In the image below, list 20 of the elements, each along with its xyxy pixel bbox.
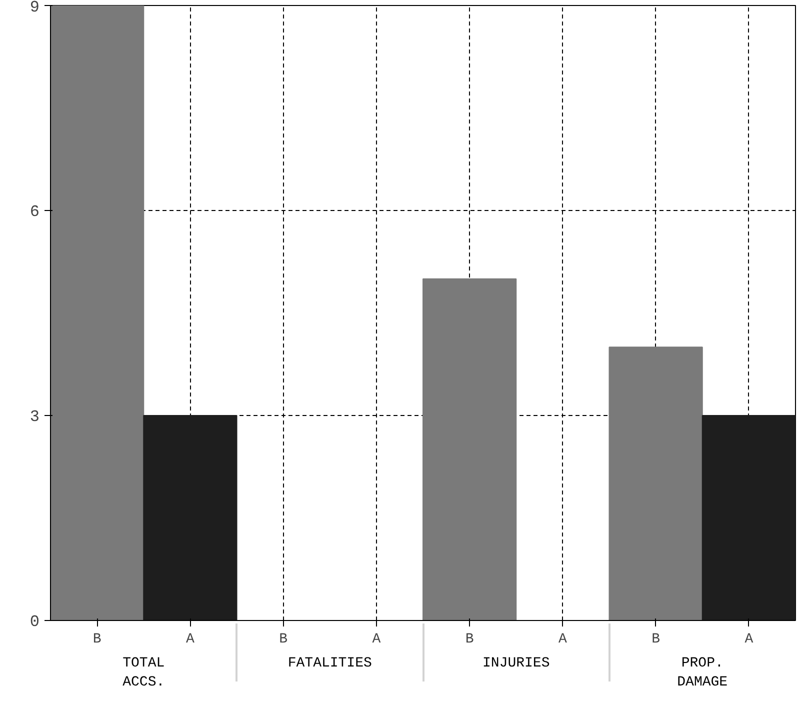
- bar: [608, 346, 703, 620]
- series-label: A: [186, 632, 195, 648]
- text: B: [279, 632, 288, 648]
- y-tick-label: 0: [30, 613, 40, 631]
- bar: [702, 415, 796, 620]
- x-tick-label: FATALITIES: [288, 656, 372, 672]
- x-tick-label: TOTAL ACCS.: [122, 656, 165, 691]
- bar: [422, 278, 517, 620]
- text: B: [652, 632, 660, 648]
- text: A: [558, 632, 567, 648]
- y-tick-label: 9: [30, 0, 40, 16]
- y-tick-label: 3: [30, 408, 40, 426]
- x-tick-label: PROP. DAMAGE: [677, 656, 728, 691]
- text: B: [465, 632, 474, 648]
- x-tick-label: INJURIES: [482, 656, 550, 672]
- text: A: [744, 632, 754, 648]
- text: A: [372, 632, 381, 648]
- y-tick-label: 6: [30, 203, 40, 221]
- bar: [143, 415, 238, 620]
- series-label: B: [92, 632, 102, 648]
